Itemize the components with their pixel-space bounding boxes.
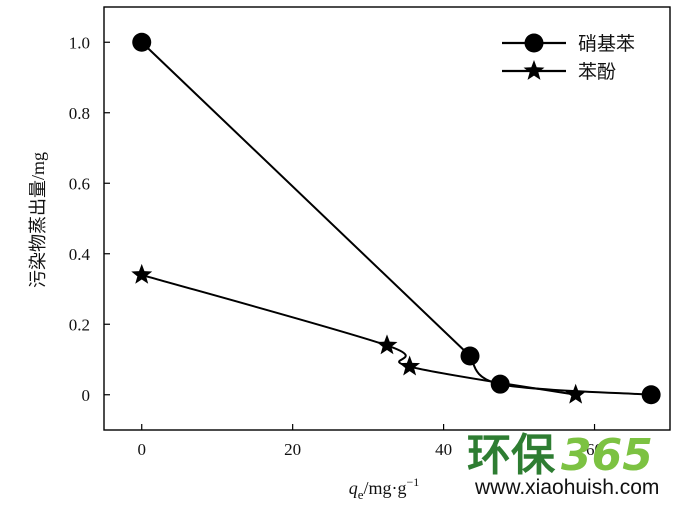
watermark-logo-part1: 环保 <box>467 430 556 481</box>
x-tick-label: 60 <box>586 440 603 459</box>
legend-marker <box>523 60 545 80</box>
legend-item: 硝基苯 <box>502 33 635 55</box>
x-tick-label: 0 <box>137 440 146 459</box>
y-tick-label: 0.6 <box>69 174 90 193</box>
series-2 <box>131 263 587 404</box>
x-axis-label-sup: −1 <box>407 475 420 489</box>
series-1 <box>132 32 661 405</box>
circle-marker <box>460 346 480 366</box>
watermark-logo-part2: 365 <box>561 430 653 481</box>
x-axis-label-main: q <box>349 478 358 498</box>
legend-item: 苯酚 <box>502 60 616 83</box>
y-tick-label: 0 <box>82 386 91 405</box>
star-marker <box>376 334 398 355</box>
y-axis-ticks: 0 0.2 0.4 0.6 0.8 1.0 <box>69 33 110 405</box>
circle-marker <box>490 374 510 394</box>
watermark-logo: 环保 365 <box>467 430 653 481</box>
series-line <box>141 273 576 396</box>
watermark-url: www.xiaohuish.com <box>474 476 659 499</box>
watermark: 环保 365 www.xiaohuish.com <box>467 430 659 499</box>
x-axis-label-unit: /mg·g <box>364 478 407 498</box>
series-line <box>141 41 652 396</box>
y-axis-label: 污染物蒸出量/mg <box>28 152 48 288</box>
y-tick-label: 0.4 <box>69 245 91 264</box>
x-axis-label: qe/mg·g−1 <box>349 475 420 502</box>
circle-marker <box>132 32 152 52</box>
star-marker <box>565 383 587 404</box>
x-tick-label: 20 <box>284 440 301 459</box>
series-layer <box>131 32 661 405</box>
legend-marker <box>524 33 544 53</box>
legend-label: 硝基苯 <box>578 33 635 55</box>
y-tick-label: 0.2 <box>69 315 90 334</box>
x-axis-label-sub: e <box>358 487 364 502</box>
plot-frame <box>103 6 671 431</box>
y-tick-label: 1.0 <box>69 33 90 52</box>
legend-label: 苯酚 <box>578 61 616 83</box>
star-marker <box>131 263 153 284</box>
circle-marker <box>641 385 661 405</box>
x-axis-ticks: 0 20 40 60 <box>137 424 603 459</box>
star-marker <box>399 355 421 376</box>
x-tick-label: 40 <box>435 440 452 459</box>
y-tick-label: 0.8 <box>69 104 90 123</box>
